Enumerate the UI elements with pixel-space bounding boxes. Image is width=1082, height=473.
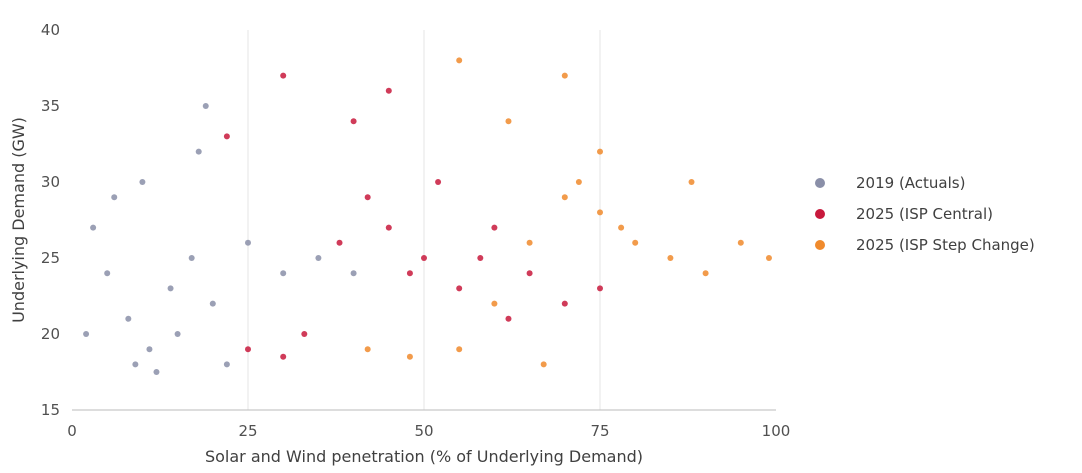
legend-marker	[815, 178, 825, 188]
legend-marker	[815, 240, 825, 250]
data-point	[223, 361, 230, 368]
y-tick-label: 15	[41, 401, 60, 419]
data-point	[540, 361, 547, 368]
data-point	[702, 270, 709, 277]
data-point	[688, 179, 695, 185]
y-tick-label: 35	[41, 97, 60, 115]
data-point	[174, 331, 181, 337]
data-point	[90, 224, 97, 231]
data-point	[561, 72, 568, 79]
series-3	[364, 57, 772, 368]
data-point	[195, 148, 202, 155]
data-point	[125, 315, 132, 322]
data-point	[597, 285, 603, 292]
data-point	[561, 300, 568, 307]
data-point	[505, 118, 512, 125]
data-point	[364, 346, 371, 353]
data-point	[737, 239, 744, 246]
grid-lines	[247, 30, 601, 410]
data-point	[456, 57, 463, 64]
data-points	[83, 57, 772, 375]
data-point	[146, 346, 153, 353]
data-point	[350, 270, 357, 277]
series-1	[83, 103, 357, 375]
x-tick-label: 25	[238, 422, 257, 440]
data-point	[364, 194, 371, 201]
legend-label: 2025 (ISP Step Change)	[856, 236, 1035, 254]
data-point	[83, 331, 90, 337]
data-point	[139, 179, 146, 185]
data-point	[491, 224, 498, 231]
x-axis-title: Solar and Wind penetration (% of Underly…	[205, 447, 643, 466]
data-point	[597, 209, 603, 216]
data-point	[202, 103, 209, 109]
data-point	[111, 194, 118, 201]
data-point	[456, 346, 463, 353]
data-point	[765, 255, 772, 261]
x-tick-label: 75	[590, 422, 609, 440]
data-point	[301, 331, 308, 337]
data-point	[575, 179, 582, 185]
data-point	[132, 361, 139, 368]
data-point	[385, 87, 392, 94]
x-tick-labels: 0 25 50 75 100	[67, 422, 790, 440]
data-point	[188, 255, 195, 261]
data-point	[280, 270, 287, 277]
data-point	[421, 255, 427, 261]
y-tick-labels: 15 20 25 30 35 40	[41, 21, 60, 419]
data-point	[667, 255, 674, 261]
data-point	[406, 270, 413, 277]
data-point	[209, 300, 216, 307]
data-point	[223, 133, 230, 140]
data-point	[597, 148, 603, 155]
data-point	[153, 369, 160, 375]
data-point	[245, 346, 251, 353]
data-point	[526, 239, 533, 246]
x-tick-label: 50	[414, 422, 433, 440]
x-tick-label: 100	[762, 422, 791, 440]
y-tick-label: 40	[41, 21, 60, 39]
data-point	[280, 72, 287, 79]
data-point	[435, 179, 442, 185]
data-point	[477, 255, 484, 261]
data-point	[280, 353, 287, 360]
data-point	[336, 239, 343, 246]
data-point	[632, 239, 639, 246]
y-axis-title: Underlying Demand (GW)	[9, 117, 28, 323]
data-point	[618, 224, 625, 231]
legend: 2019 (Actuals) 2025 (ISP Central) 2025 (IS…	[815, 174, 1035, 254]
legend-label: 2025 (ISP Central)	[856, 205, 993, 223]
data-point	[526, 270, 533, 277]
series-2	[223, 72, 603, 360]
data-point	[385, 224, 392, 231]
data-point	[406, 353, 413, 360]
legend-marker	[815, 209, 825, 219]
data-point	[561, 194, 568, 201]
data-point	[350, 118, 357, 125]
y-tick-label: 20	[41, 325, 60, 343]
data-point	[456, 285, 463, 292]
data-point	[315, 255, 322, 261]
legend-label: 2019 (Actuals)	[856, 174, 965, 192]
data-point	[505, 315, 512, 322]
x-tick-label: 0	[67, 422, 77, 440]
y-tick-label: 25	[41, 249, 60, 267]
data-point	[245, 239, 251, 246]
data-point	[167, 285, 174, 292]
data-point	[104, 270, 111, 277]
y-tick-label: 30	[41, 173, 60, 191]
data-point	[491, 300, 498, 307]
